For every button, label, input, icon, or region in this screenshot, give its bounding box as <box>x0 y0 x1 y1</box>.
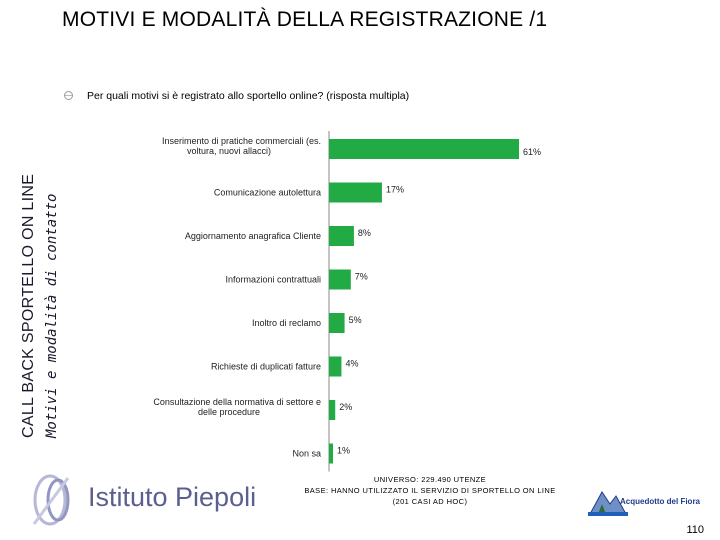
category-label: Inserimento di pratiche commerciali (es. <box>162 136 321 146</box>
category-label: Comunicazione autolettura <box>214 188 321 198</box>
bar <box>329 356 342 377</box>
category-label: Richieste di duplicati fatture <box>211 362 321 372</box>
data-label: 7% <box>355 272 368 282</box>
bar <box>329 443 333 464</box>
bar <box>329 269 351 290</box>
data-label: 1% <box>337 446 350 456</box>
page-title: MOTIVI E MODALITÀ DELLA REGISTRAZIONE /1 <box>62 8 548 31</box>
footer-cases: (201 CASI AD HOC) <box>392 497 468 506</box>
footer-universe: UNIVERSO: 229.490 UTENZE <box>373 475 487 484</box>
data-label: 17% <box>386 185 404 195</box>
category-label: Non sa <box>292 449 321 459</box>
logo-name: Istituto Piepoli <box>88 482 257 512</box>
piepoli-logo-icon <box>32 474 70 526</box>
data-label: 8% <box>358 228 371 238</box>
bar <box>329 226 354 246</box>
footer-notes: UNIVERSO: 229.490 UTENZE BASE: HANNO UTI… <box>270 474 590 507</box>
page-number: 110 <box>686 524 704 536</box>
bar <box>329 400 336 420</box>
survey-question: Per quali motivi si è registrato allo sp… <box>87 90 410 102</box>
category-label: Aggiornamento anagrafica Cliente <box>185 231 321 241</box>
category-label: Informazioni contrattuali <box>225 275 321 285</box>
category-label: Inoltro di reclamo <box>252 318 321 328</box>
footer-base: BASE: HANNO UTILIZZATO IL SERVIZIO DI SP… <box>304 486 556 495</box>
data-label: 61% <box>523 147 541 157</box>
data-label: 5% <box>349 315 362 325</box>
bar <box>329 182 382 203</box>
bar <box>329 313 345 333</box>
category-label: voltura, nuovi allacci) <box>187 146 271 156</box>
brand-name: Acquedotto del Fiora <box>620 497 700 506</box>
bar <box>329 139 519 159</box>
bullet-icon <box>64 91 73 100</box>
data-label: 2% <box>339 402 352 412</box>
acquedotto-logo-icon <box>588 491 628 516</box>
category-label: delle procedure <box>198 407 260 417</box>
data-label: 4% <box>345 359 358 369</box>
category-label: Consultazione della normativa di settore… <box>153 397 321 407</box>
